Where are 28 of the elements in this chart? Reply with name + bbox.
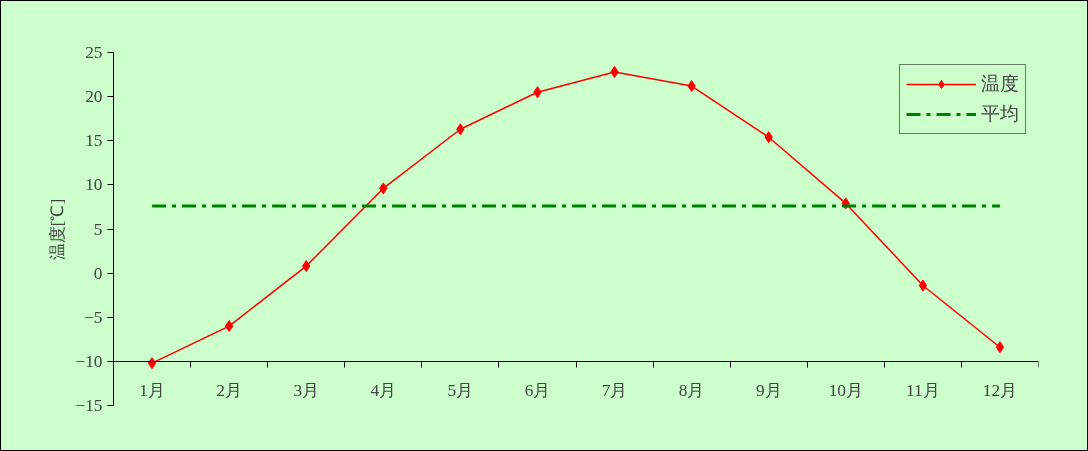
y-tick-label: 0 [93,263,103,283]
x-tick-label: 6月 [524,381,551,401]
y-axis-title: 温度[℃] [48,198,68,261]
x-tick-label: 1月 [139,381,165,401]
x-tick-label: 4月 [370,381,397,401]
legend-label: 平均 [981,102,1019,126]
y-tick-label: −5 [84,307,103,327]
point [918,279,928,292]
x-tick-label: 7月 [601,381,628,401]
x-tick-label: 12月 [982,381,1018,401]
x-tick-label: 10月 [828,381,863,401]
point [224,320,234,333]
y-tick-label: 20 [85,87,103,107]
legend-label: 温度 [981,72,1019,96]
y-tick-label: −10 [75,351,103,371]
y-tick-label: 5 [93,219,103,239]
x-tick-label: 11月 [906,381,940,401]
x-tick-label: 9月 [755,381,782,401]
y-tick-label: 15 [85,131,103,151]
x-tick-label: 5月 [447,381,474,401]
y-tick-label: 25 [85,43,103,62]
x-tick-label: 8月 [678,381,705,401]
point [147,357,157,370]
x-tick-label: 2月 [216,381,242,401]
x-tick-label: 3月 [293,381,320,401]
y-tick-label: 10 [85,175,103,195]
point [995,341,1005,354]
y-tick-label: −15 [75,396,103,415]
